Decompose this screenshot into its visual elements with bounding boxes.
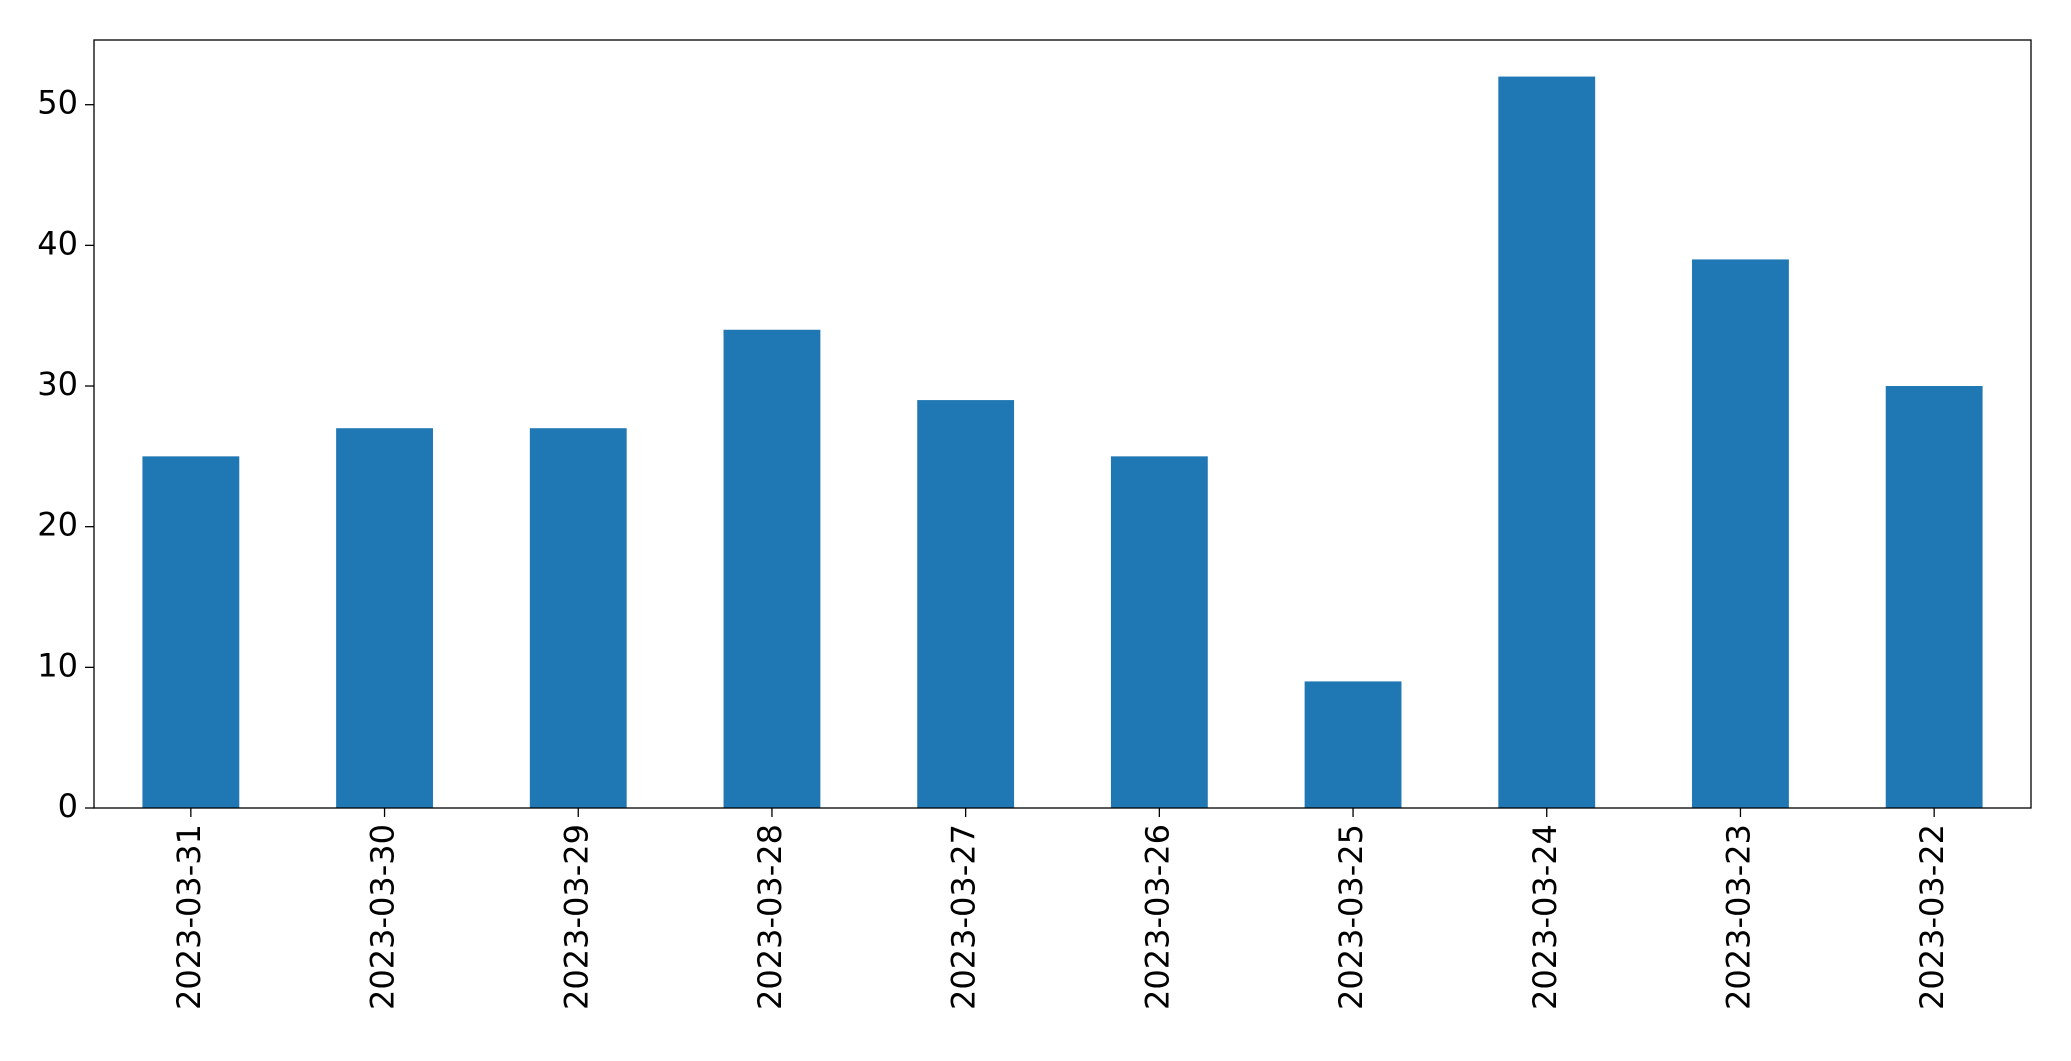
- bar: [1498, 76, 1596, 809]
- bar: [1692, 259, 1789, 808]
- x-tick-label: 2023-03-30: [364, 824, 402, 1010]
- x-tick-label: 2023-03-27: [945, 824, 983, 1010]
- x-tick-label: 2023-03-26: [1138, 824, 1176, 1010]
- bar: [529, 428, 627, 808]
- x-tick-label: 2023-03-22: [1913, 824, 1951, 1010]
- bar: [1304, 681, 1402, 808]
- bar: [1110, 456, 1208, 808]
- plot-frame: [93, 39, 2032, 809]
- y-tick-label: 40: [37, 224, 78, 262]
- bar: [723, 329, 821, 808]
- y-tick-label: 0: [58, 787, 78, 825]
- x-tick-label: 2023-03-31: [170, 824, 208, 1010]
- x-tick-label: 2023-03-23: [1719, 824, 1757, 1010]
- y-tick-label: 50: [37, 84, 78, 122]
- y-tick-label: 10: [37, 646, 78, 684]
- y-tick-label: 30: [37, 365, 78, 403]
- x-tick-label: 2023-03-28: [751, 824, 789, 1010]
- bar: [917, 400, 1015, 808]
- x-tick-label: 2023-03-25: [1332, 824, 1370, 1010]
- y-tick-label: 20: [37, 506, 78, 544]
- x-tick-label: 2023-03-24: [1526, 824, 1564, 1010]
- bar: [142, 456, 240, 808]
- bar: [1885, 386, 1983, 808]
- x-tick-label: 2023-03-29: [557, 824, 595, 1010]
- bar: [336, 428, 433, 808]
